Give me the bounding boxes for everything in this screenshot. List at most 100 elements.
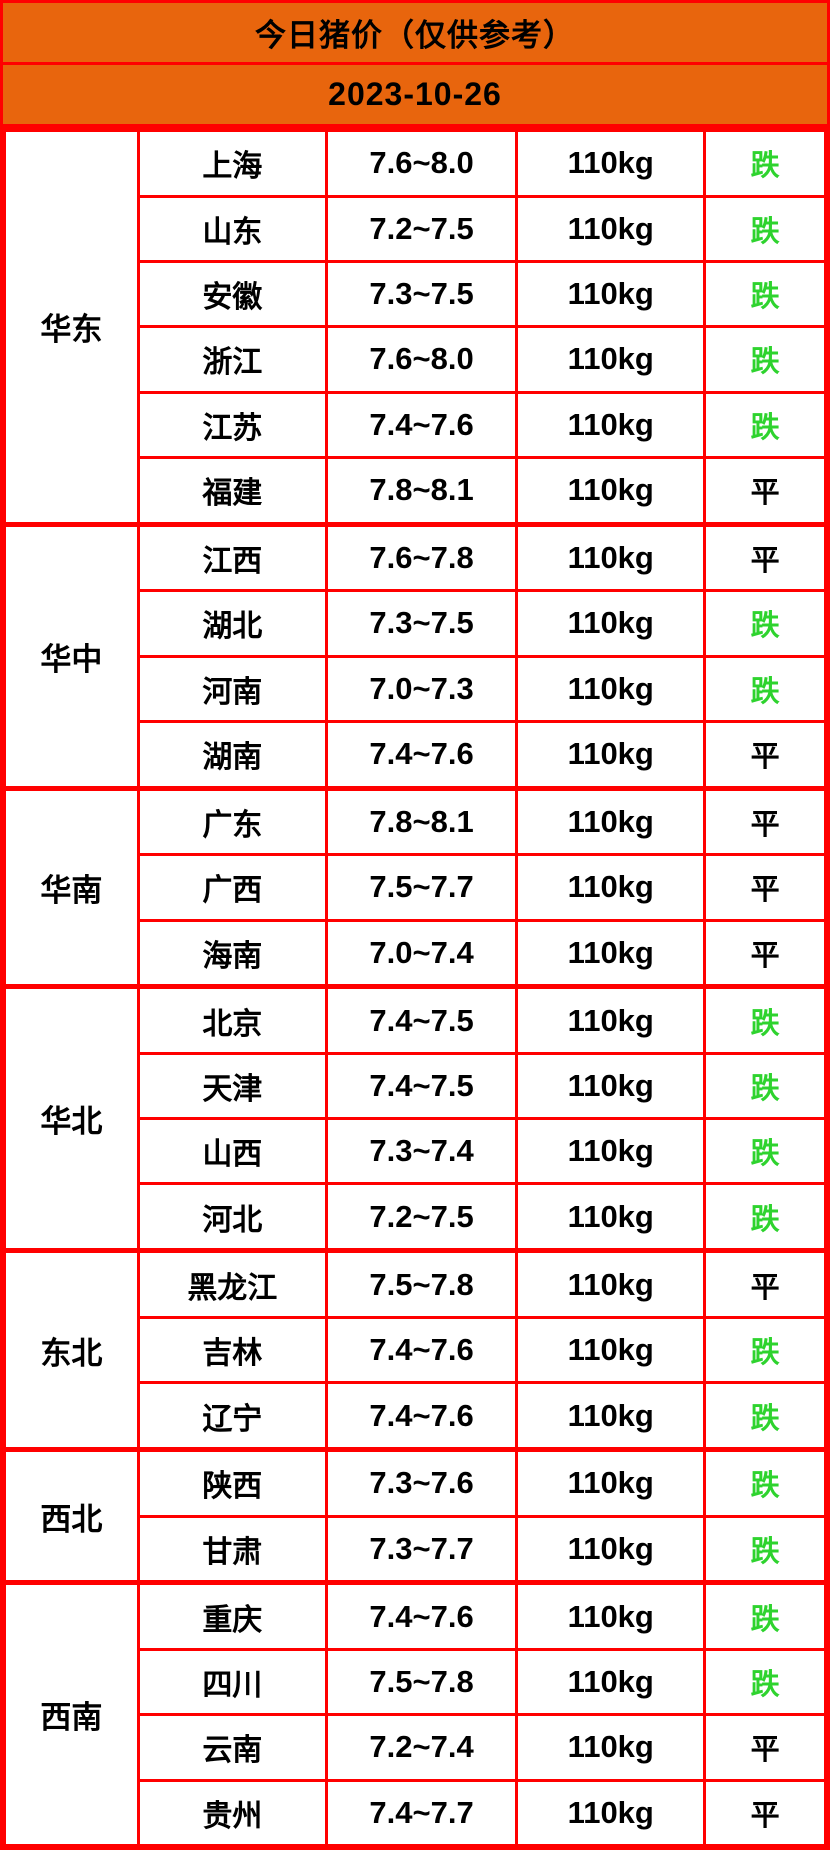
- province-cell: 上海: [136, 127, 328, 198]
- price-range-cell: 7.6~7.8: [324, 521, 519, 593]
- table-row: 华中 江西 7.6~7.8 110kg 平: [3, 521, 827, 790]
- region-cell: 华北: [3, 984, 140, 1253]
- province-cell: 广西: [136, 853, 328, 922]
- price-range-cell: 7.4~7.6: [324, 1381, 519, 1451]
- province-cell: 湖北: [136, 589, 328, 658]
- province-cell: 天津: [136, 1051, 328, 1121]
- table-row: 海南 7.0~7.4 110kg 平: [5, 918, 827, 989]
- province-cell: 河北: [136, 1182, 328, 1253]
- table-row: 广西 7.5~7.7 110kg 平: [5, 853, 827, 922]
- province-cell: 广东: [136, 785, 328, 857]
- weight-cell: 110kg: [515, 1051, 707, 1121]
- weight-cell: 110kg: [515, 390, 707, 459]
- weight-cell: 110kg: [515, 853, 707, 922]
- region-cell: 西北: [3, 1446, 140, 1585]
- price-range-cell: 7.3~7.6: [324, 1446, 519, 1518]
- price-range-cell: 7.4~7.6: [324, 1315, 519, 1385]
- region-cell: 华中: [3, 521, 140, 790]
- table-row: 西南 重庆 7.4~7.6 110kg 跌: [3, 1580, 827, 1847]
- status-cell: 跌: [703, 654, 827, 723]
- table-row: 河北 7.2~7.5 110kg 跌: [5, 1182, 827, 1253]
- status-cell: 跌: [703, 1051, 827, 1121]
- weight-cell: 110kg: [515, 984, 707, 1055]
- price-range-cell: 7.2~7.4: [324, 1713, 519, 1782]
- price-range-cell: 7.5~7.8: [324, 1248, 519, 1319]
- price-range-cell: 7.0~7.3: [324, 654, 519, 723]
- province-cell: 甘肃: [136, 1514, 328, 1585]
- price-range-cell: 7.5~7.7: [324, 853, 519, 922]
- region-cell: 东北: [3, 1248, 140, 1451]
- table-row: 西北 陕西 7.3~7.6 110kg 跌: [3, 1446, 827, 1585]
- price-range-cell: 7.3~7.7: [324, 1514, 519, 1585]
- weight-cell: 110kg: [515, 654, 707, 723]
- price-range-cell: 7.6~8.0: [324, 325, 519, 394]
- status-cell: 跌: [703, 589, 827, 658]
- status-cell: 跌: [703, 984, 827, 1055]
- province-cell: 四川: [136, 1647, 328, 1717]
- status-cell: 跌: [703, 194, 827, 263]
- status-cell: 跌: [703, 1381, 827, 1451]
- table-row: 甘肃 7.3~7.7 110kg 跌: [5, 1514, 827, 1585]
- province-cell: 江苏: [136, 390, 328, 459]
- weight-cell: 110kg: [515, 1248, 707, 1319]
- weight-cell: 110kg: [515, 1117, 707, 1186]
- price-range-cell: 7.4~7.5: [324, 1051, 519, 1121]
- price-range-cell: 7.4~7.7: [324, 1778, 519, 1847]
- province-cell: 黑龙江: [136, 1248, 328, 1319]
- table-row: 浙江 7.6~8.0 110kg 跌: [5, 325, 827, 394]
- status-cell: 跌: [703, 1647, 827, 1717]
- status-cell: 跌: [703, 1315, 827, 1385]
- price-range-cell: 7.6~8.0: [324, 127, 519, 198]
- region-cell: 西南: [3, 1580, 140, 1847]
- region-cell: 华东: [3, 127, 140, 526]
- price-range-cell: 7.4~7.6: [324, 390, 519, 459]
- province-cell: 山西: [136, 1117, 328, 1186]
- status-cell: 平: [703, 853, 827, 922]
- province-cell: 河南: [136, 654, 328, 723]
- price-range-cell: 7.4~7.6: [324, 1580, 519, 1651]
- table-row: 江苏 7.4~7.6 110kg 跌: [5, 390, 827, 459]
- weight-cell: 110kg: [515, 1446, 707, 1518]
- weight-cell: 110kg: [515, 589, 707, 658]
- region-cell: 华南: [3, 785, 140, 989]
- table-row: 四川 7.5~7.8 110kg 跌: [5, 1647, 827, 1717]
- province-cell: 江西: [136, 521, 328, 593]
- price-table: 华东 上海 7.6~8.0 110kg 跌 山东 7.2~7.5 110kg 跌…: [3, 127, 827, 1847]
- table-row: 华东 上海 7.6~8.0 110kg 跌: [3, 127, 827, 526]
- province-cell: 山东: [136, 194, 328, 263]
- weight-cell: 110kg: [515, 127, 707, 198]
- weight-cell: 110kg: [515, 1778, 707, 1847]
- price-range-cell: 7.0~7.4: [324, 918, 519, 989]
- weight-cell: 110kg: [515, 325, 707, 394]
- status-cell: 跌: [703, 1446, 827, 1518]
- status-cell: 跌: [703, 127, 827, 198]
- page-title: 今日猪价（仅供参考）: [3, 3, 827, 65]
- status-cell: 平: [703, 1778, 827, 1847]
- weight-cell: 110kg: [515, 1381, 707, 1451]
- status-cell: 平: [703, 455, 827, 526]
- weight-cell: 110kg: [515, 785, 707, 857]
- date-label: 2023-10-26: [3, 65, 827, 127]
- weight-cell: 110kg: [515, 719, 707, 790]
- weight-cell: 110kg: [515, 918, 707, 989]
- price-range-cell: 7.2~7.5: [324, 1182, 519, 1253]
- status-cell: 平: [703, 785, 827, 857]
- weight-cell: 110kg: [515, 194, 707, 263]
- province-cell: 辽宁: [136, 1381, 328, 1451]
- province-cell: 陕西: [136, 1446, 328, 1518]
- price-range-cell: 7.2~7.5: [324, 194, 519, 263]
- price-range-cell: 7.3~7.5: [324, 259, 519, 329]
- table-row: 贵州 7.4~7.7 110kg 平: [5, 1778, 827, 1847]
- weight-cell: 110kg: [515, 455, 707, 526]
- price-range-cell: 7.4~7.5: [324, 984, 519, 1055]
- status-cell: 跌: [703, 1182, 827, 1253]
- province-cell: 安徽: [136, 259, 328, 329]
- table-row: 华南 广东 7.8~8.1 110kg 平: [3, 785, 827, 989]
- price-range-cell: 7.5~7.8: [324, 1647, 519, 1717]
- province-cell: 湖南: [136, 719, 328, 790]
- table-row: 湖北 7.3~7.5 110kg 跌: [5, 589, 827, 658]
- weight-cell: 110kg: [515, 1315, 707, 1385]
- table-row: 河南 7.0~7.3 110kg 跌: [5, 654, 827, 723]
- province-cell: 云南: [136, 1713, 328, 1782]
